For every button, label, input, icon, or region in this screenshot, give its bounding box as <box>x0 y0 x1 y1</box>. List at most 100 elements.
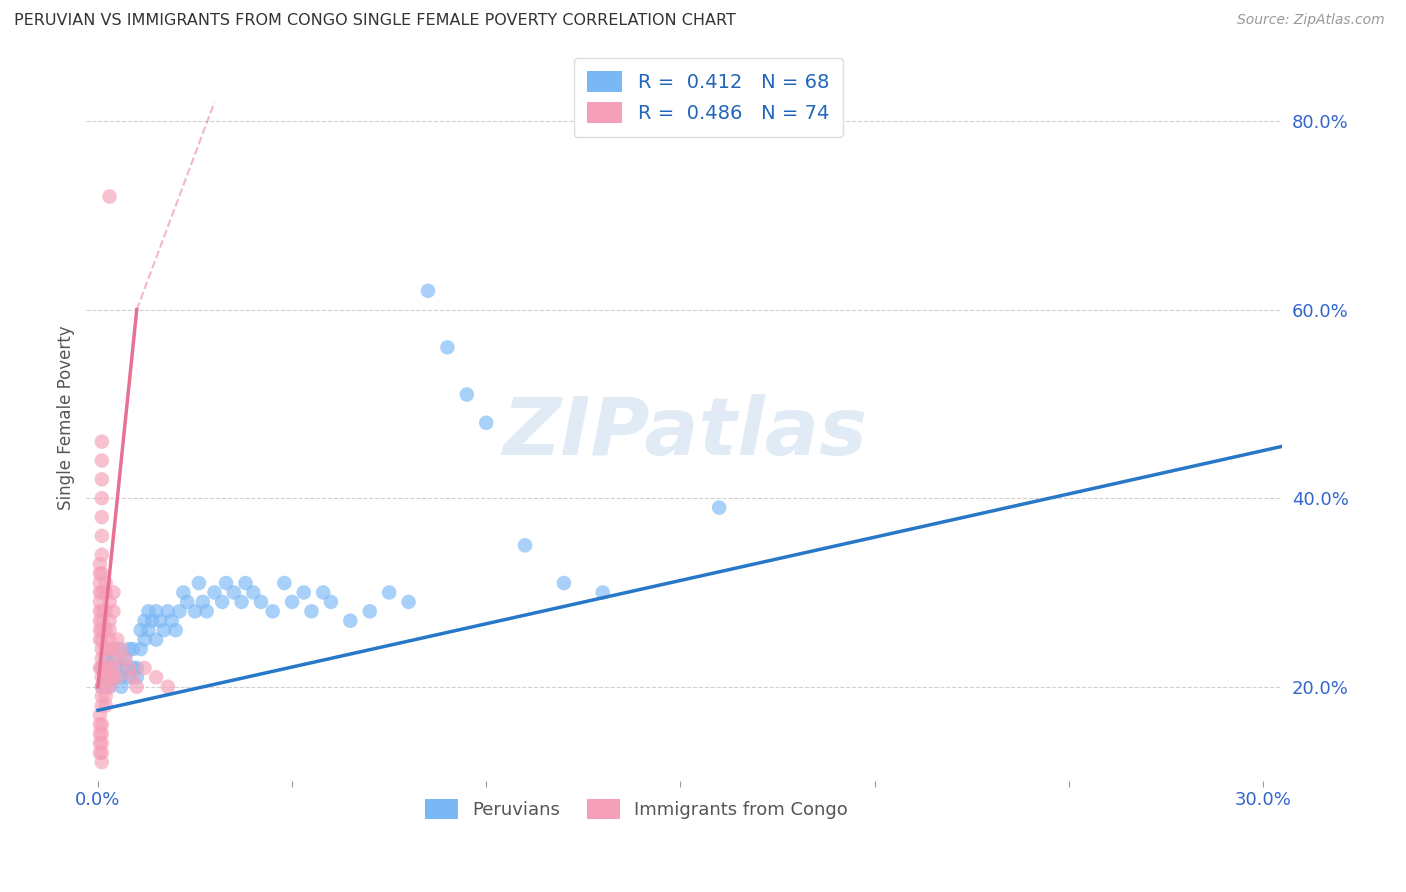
Point <box>145 604 167 618</box>
Y-axis label: Single Female Poverty: Single Female Poverty <box>58 326 75 510</box>
Point <box>191 595 214 609</box>
Point <box>94 604 117 618</box>
Point <box>436 340 458 354</box>
Point <box>172 585 194 599</box>
Point <box>103 670 125 684</box>
Point <box>103 670 125 684</box>
Point <box>125 670 148 684</box>
Point <box>90 604 112 618</box>
Point <box>98 661 121 675</box>
Point <box>98 623 121 637</box>
Point <box>98 642 121 657</box>
Point <box>110 642 132 657</box>
Point <box>222 585 245 599</box>
Point <box>94 670 117 684</box>
Point <box>475 416 498 430</box>
Point <box>89 661 111 675</box>
Point <box>153 623 176 637</box>
Point <box>312 585 335 599</box>
Point <box>94 642 117 657</box>
Point <box>292 585 315 599</box>
Point <box>195 604 218 618</box>
Point <box>90 755 112 769</box>
Point <box>416 284 439 298</box>
Point <box>90 680 112 694</box>
Point <box>105 642 128 657</box>
Point <box>90 434 112 449</box>
Point <box>156 604 179 618</box>
Point <box>90 642 112 657</box>
Point <box>125 680 148 694</box>
Point <box>94 585 117 599</box>
Point <box>89 585 111 599</box>
Point <box>378 585 401 599</box>
Point <box>145 670 167 684</box>
Point <box>122 661 145 675</box>
Point <box>90 680 112 694</box>
Point <box>513 538 536 552</box>
Point <box>339 614 361 628</box>
Point <box>90 661 112 675</box>
Point <box>94 680 117 694</box>
Point <box>156 680 179 694</box>
Point <box>103 642 125 657</box>
Point <box>105 661 128 675</box>
Point <box>98 670 121 684</box>
Point <box>114 651 136 665</box>
Point <box>118 661 141 675</box>
Point <box>118 670 141 684</box>
Point <box>184 604 207 618</box>
Point <box>129 642 152 657</box>
Point <box>90 491 112 506</box>
Point <box>98 680 121 694</box>
Point <box>301 604 323 618</box>
Point <box>90 614 112 628</box>
Point <box>90 453 112 467</box>
Point <box>94 661 117 675</box>
Point <box>94 576 117 591</box>
Point <box>118 642 141 657</box>
Point <box>176 595 198 609</box>
Point <box>98 595 121 609</box>
Point <box>90 670 112 684</box>
Point <box>90 632 112 647</box>
Point <box>90 717 112 731</box>
Point <box>103 604 125 618</box>
Point <box>456 387 478 401</box>
Point <box>319 595 342 609</box>
Point <box>90 746 112 760</box>
Point <box>114 661 136 675</box>
Point <box>89 623 111 637</box>
Point <box>94 698 117 713</box>
Point <box>89 632 111 647</box>
Point <box>89 595 111 609</box>
Point <box>105 651 128 665</box>
Point <box>90 698 112 713</box>
Point <box>98 661 121 675</box>
Point <box>98 680 121 694</box>
Point <box>149 614 172 628</box>
Point <box>90 736 112 750</box>
Point <box>359 604 381 618</box>
Point <box>110 670 132 684</box>
Point <box>122 670 145 684</box>
Point <box>134 632 156 647</box>
Point <box>215 576 238 591</box>
Point <box>273 576 295 591</box>
Point <box>242 585 264 599</box>
Point <box>114 651 136 665</box>
Point <box>90 661 112 675</box>
Point <box>94 689 117 703</box>
Point <box>94 670 117 684</box>
Point <box>103 651 125 665</box>
Point <box>90 529 112 543</box>
Point <box>105 670 128 684</box>
Point <box>134 661 156 675</box>
Point <box>90 548 112 562</box>
Point <box>89 576 111 591</box>
Point <box>138 623 160 637</box>
Point <box>125 661 148 675</box>
Point <box>138 604 160 618</box>
Point <box>211 595 233 609</box>
Point <box>98 614 121 628</box>
